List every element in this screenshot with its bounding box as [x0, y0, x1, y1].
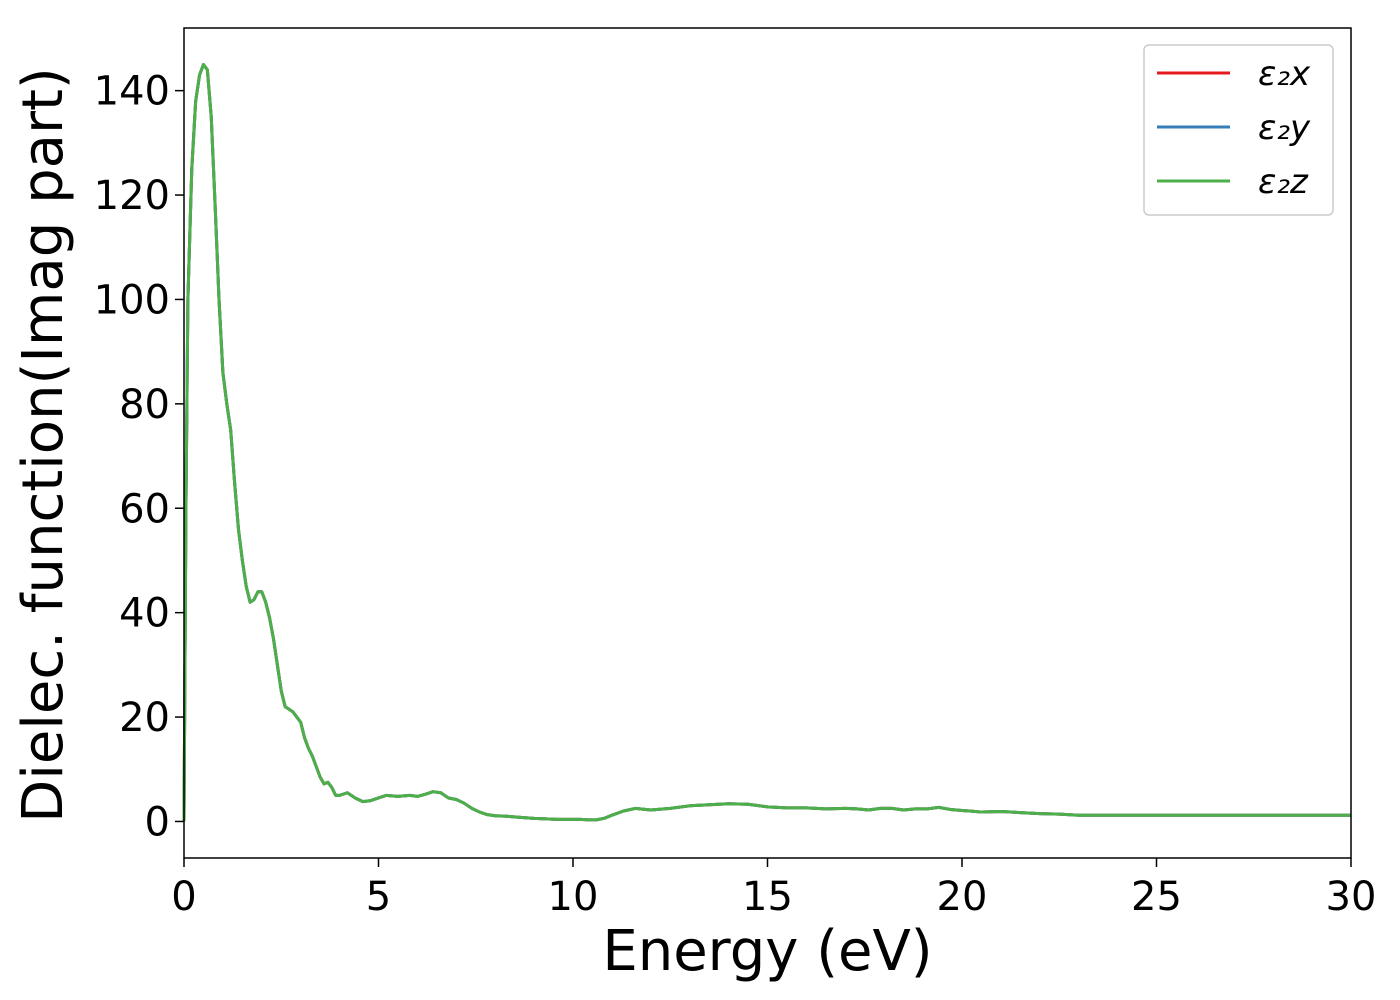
- y-tick-label: 140: [94, 69, 170, 115]
- x-axis-label: Energy (eV): [602, 919, 932, 984]
- legend-label: ε₂y: [1258, 108, 1311, 148]
- x-tick-label: 5: [366, 874, 391, 920]
- y-tick-label: 100: [94, 277, 170, 323]
- legend: ε₂x ε₂y ε₂z: [1143, 44, 1334, 216]
- legend-label: ε₂x: [1258, 54, 1311, 94]
- x-tick-label: 0: [171, 874, 196, 920]
- x-tick-label: 30: [1326, 874, 1377, 920]
- x-tick-label: 15: [742, 874, 793, 920]
- legend-label: ε₂z: [1258, 162, 1309, 202]
- y-tick-label: 60: [119, 486, 170, 532]
- y-tick-label: 40: [119, 591, 170, 637]
- y-tick-label: 20: [119, 695, 170, 741]
- x-tick-label: 10: [548, 874, 599, 920]
- y-axis-ticks: 0 20 40 60 80 100 120 140: [94, 69, 184, 845]
- x-tick-label: 20: [937, 874, 988, 920]
- y-axis-label: Dielec. function(Imag part): [11, 67, 76, 823]
- series-line-3: [182, 63, 1351, 822]
- x-axis-ticks: 0 5 10 15 20 25 30: [171, 858, 1376, 920]
- y-tick-label: 80: [119, 382, 170, 428]
- y-tick-label: 0: [145, 799, 170, 845]
- x-tick-label: 25: [1131, 874, 1182, 920]
- y-tick-label: 120: [94, 173, 170, 219]
- data-curves: [182, 63, 1351, 822]
- legend-box: [1143, 44, 1334, 216]
